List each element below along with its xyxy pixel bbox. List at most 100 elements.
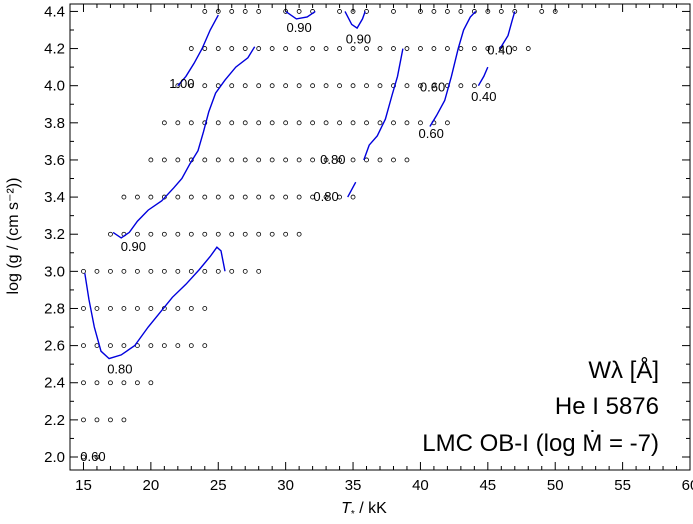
contour-line [477, 66, 489, 87]
y-tick-label: 3.8 [44, 115, 65, 132]
y-tick-label: 2.6 [44, 338, 65, 355]
contour-label: 0.40 [487, 42, 512, 57]
grid-point [296, 194, 302, 200]
grid-point [323, 46, 329, 51]
grid-point [202, 306, 208, 311]
grid-point [108, 231, 113, 237]
grid-point [121, 417, 127, 423]
x-tick-label: 30 [277, 477, 294, 494]
contour-label: 0.60 [419, 126, 444, 141]
grid-point [202, 157, 208, 163]
annotation-grid: LMC OB-I (log Ṁ = -7) [422, 430, 659, 457]
grid-point [323, 194, 329, 200]
grid-point [188, 268, 194, 274]
contour-label: 0.60 [420, 80, 445, 95]
grid-point [391, 9, 396, 14]
grid-point [256, 83, 262, 89]
grid-point [175, 120, 181, 126]
grid-point [202, 343, 208, 349]
contour-label: 0.90 [286, 20, 311, 35]
grid-point [134, 268, 140, 274]
contour-label: 0.60 [80, 449, 105, 464]
grid-point [296, 9, 302, 14]
tick-labels: 15 20 25 30 35 40 45 50 55 60 2.0 2.2 2.4 2.6 2.8 3.0 3.… [44, 3, 693, 494]
grid-points [81, 9, 558, 460]
grid-point [215, 194, 221, 200]
contour-label: 0.80 [107, 362, 132, 377]
grid-point [215, 268, 221, 274]
grid-point [81, 306, 86, 311]
grid-point [404, 46, 410, 51]
grid-point [242, 120, 248, 126]
x-tick-label: 60 [682, 477, 693, 494]
contour-label: 0.90 [121, 239, 146, 254]
grid-point [310, 46, 316, 51]
grid-point [323, 83, 329, 89]
grid-point [161, 194, 167, 200]
grid-point [148, 231, 154, 237]
grid-point [337, 157, 342, 163]
grid-point [108, 306, 113, 311]
grid-point [229, 46, 235, 51]
y-tick-label: 3.2 [44, 226, 65, 243]
y-tick-label: 3.6 [44, 152, 65, 169]
grid-point [134, 380, 140, 386]
grid-point [121, 306, 127, 311]
grid-point [188, 46, 194, 51]
grid-point [121, 380, 127, 386]
grid-point [188, 194, 194, 200]
x-tick-label: 55 [614, 477, 631, 494]
grid-point [148, 343, 154, 349]
grid-point [188, 231, 194, 237]
grid-point [229, 194, 235, 200]
axis-ticks [70, 4, 691, 470]
annotation-line: He I 5876 [555, 393, 659, 420]
grid-point [310, 120, 316, 126]
x-tick-label: 35 [345, 477, 362, 494]
grid-point [202, 9, 208, 14]
grid-point [391, 46, 396, 51]
grid-point [539, 9, 545, 14]
grid-point [242, 46, 248, 51]
grid-point [323, 157, 329, 163]
grid-point [121, 343, 127, 349]
grid-point [94, 268, 100, 274]
grid-point [202, 268, 208, 274]
grid-point [377, 157, 383, 163]
grid-point [444, 120, 450, 126]
grid-point [161, 157, 167, 163]
grid-point [256, 268, 262, 274]
grid-point [350, 157, 356, 163]
grid-point [418, 83, 423, 89]
x-tick-label: 25 [210, 477, 227, 494]
grid-point [404, 83, 410, 89]
grid-point [188, 343, 194, 349]
grid-point [350, 46, 356, 51]
grid-point [229, 120, 235, 126]
grid-point [242, 9, 248, 14]
grid-point [283, 231, 289, 237]
grid-point [215, 231, 221, 237]
grid-point [269, 83, 275, 89]
grid-point [391, 120, 396, 126]
grid-point [161, 231, 167, 237]
grid-point [202, 83, 208, 89]
y-tick-label: 4.2 [44, 41, 65, 58]
grid-point [283, 120, 289, 126]
grid-point [175, 231, 181, 237]
grid-point [188, 120, 194, 126]
grid-point [256, 120, 262, 126]
x-tick-label: 15 [75, 477, 92, 494]
grid-point [296, 120, 302, 126]
contour-line [285, 10, 316, 20]
grid-point [525, 46, 531, 51]
grid-point [256, 231, 262, 237]
grid-point [269, 194, 275, 200]
grid-point [283, 194, 289, 200]
grid-point [134, 231, 140, 237]
y-tick-label: 4.4 [44, 3, 65, 20]
grid-point [444, 9, 450, 14]
grid-point [215, 157, 221, 163]
grid-point [337, 83, 342, 89]
grid-point [512, 46, 518, 51]
